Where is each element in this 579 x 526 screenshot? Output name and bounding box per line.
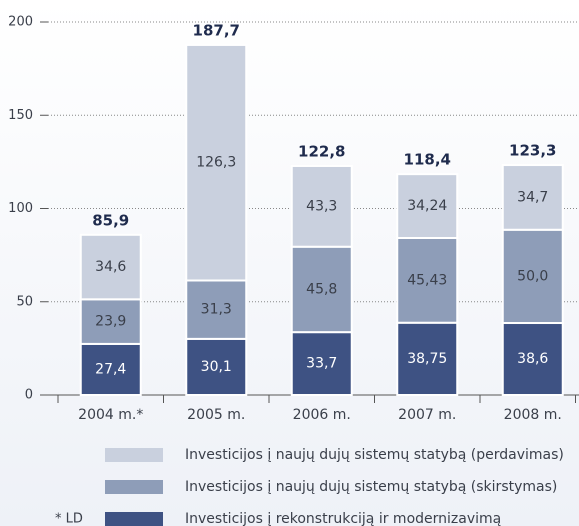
bar-segment [185,279,248,340]
total-label: 85,9 [92,211,129,229]
legend-swatch [105,512,163,526]
value-label: 45,43 [407,272,447,288]
x-tick-label: 2006 m. [293,407,351,423]
y-tick-label: 200 [8,15,33,30]
footnote: * LD [55,512,83,526]
value-label: 45,8 [306,281,337,297]
x-tick-label: 2004 m.* [78,407,143,423]
x-tick-label: 2007 m. [398,407,456,423]
bar-segment [501,164,564,231]
legend-label: Investicijos į rekonstrukciją ir moderni… [185,511,501,526]
bar-segment [79,233,142,301]
value-label: 30,1 [201,359,232,375]
total-label: 118,4 [404,151,451,169]
legend-label: Investicijos į naujų dujų sistemų statyb… [185,479,557,495]
y-tick-label: 150 [8,108,33,123]
value-label: 33,7 [306,356,337,372]
bar-segment [396,237,459,324]
bar-segment [290,245,353,334]
value-label: 50,0 [517,268,548,284]
bar-segment [501,322,564,396]
bar-segment [290,164,353,248]
total-label: 187,7 [193,21,240,39]
total-label: 123,3 [509,142,556,160]
value-label: 38,75 [407,351,447,367]
value-label: 43,3 [306,198,337,214]
value-label: 31,3 [201,302,232,318]
value-label: 126,3 [196,155,236,171]
legend-swatch [105,448,163,462]
bar-segment [79,298,142,345]
y-tick-label: 50 [16,294,33,309]
y-tick-label: 0 [25,388,33,403]
y-tick-label: 100 [8,201,33,216]
x-tick-label: 2005 m. [187,407,245,423]
total-label: 122,8 [298,142,345,160]
value-label: 34,6 [95,259,126,275]
x-tick-label: 2008 m. [504,407,562,423]
value-label: 38,6 [517,351,548,367]
legend-swatch [105,480,163,494]
value-label: 34,7 [517,189,548,205]
value-label: 23,9 [95,314,126,330]
bar-segment [396,321,459,397]
legend-label: Investicijos į naujų dujų sistemų statyb… [185,447,564,463]
value-label: 34,24 [407,198,447,214]
bar-segment [185,43,248,282]
bar-segment [396,173,459,240]
bar-segment [79,342,142,396]
value-label: 27,4 [95,361,126,377]
